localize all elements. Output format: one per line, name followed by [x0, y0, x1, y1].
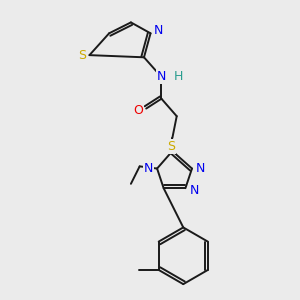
Text: N: N	[144, 162, 153, 175]
Text: O: O	[134, 104, 143, 117]
Text: S: S	[167, 140, 175, 153]
Text: N: N	[157, 70, 166, 83]
Text: S: S	[78, 49, 86, 62]
Text: N: N	[154, 23, 163, 37]
Text: N: N	[196, 162, 206, 175]
Text: H: H	[174, 70, 184, 83]
Text: N: N	[190, 184, 199, 197]
